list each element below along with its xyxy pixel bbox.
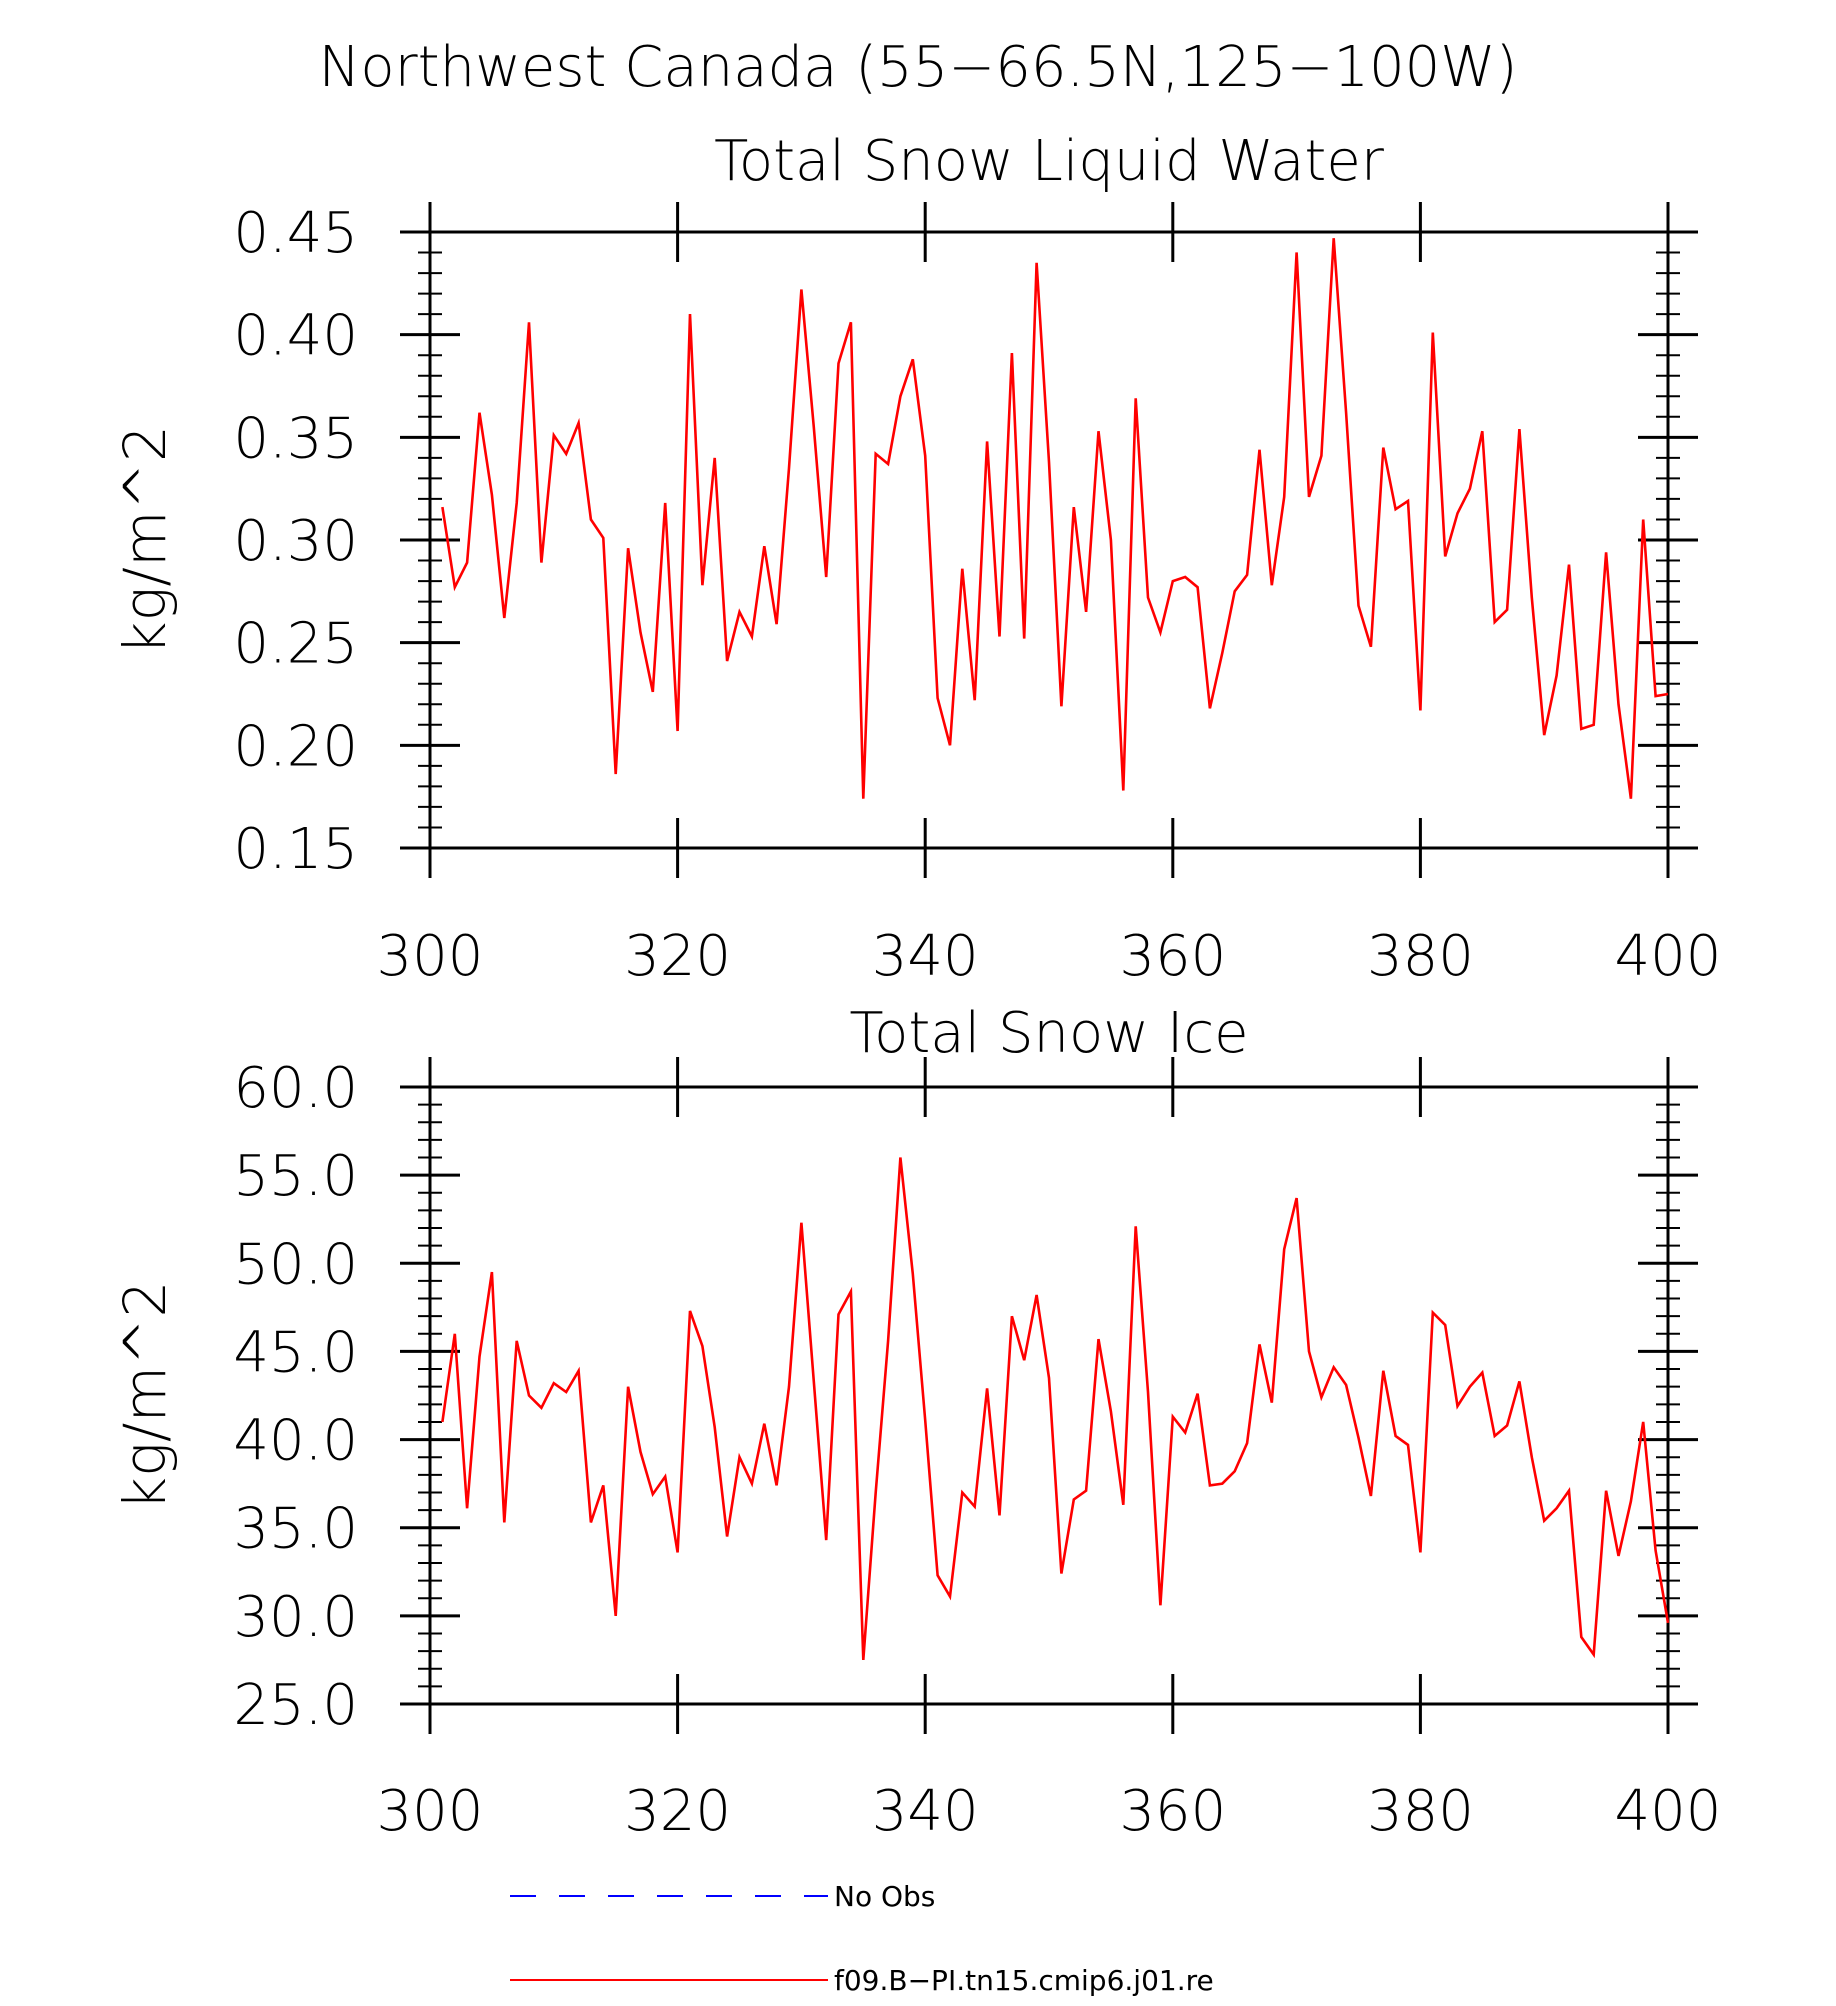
x-tick-label: 300 xyxy=(377,1779,484,1844)
legend-label-model: f09.B−PI.tn15.cmip6.j01.re xyxy=(834,1964,1214,1997)
legend-label-no-obs: No Obs xyxy=(834,1880,935,1913)
y-tick-label: 40.0 xyxy=(233,1409,358,1474)
x-tick-label: 380 xyxy=(1367,924,1474,989)
y-tick-label: 0.30 xyxy=(233,509,358,574)
page-title: Northwest Canada (55−66.5N,125−100W) xyxy=(318,35,1517,100)
series-line xyxy=(441,1157,1670,1660)
y-tick-label: 0.45 xyxy=(233,201,358,266)
y-tick-label: 0.35 xyxy=(233,406,358,471)
x-tick-label: 340 xyxy=(872,924,979,989)
y-axis-label: kg/m^2 xyxy=(111,425,179,655)
series-line xyxy=(441,238,1669,799)
x-tick-label: 360 xyxy=(1119,1779,1226,1844)
panel-snow-liquid-water: Total Snow Liquid Water kg/m^2 0.15 0.20 0.2… xyxy=(111,129,1721,989)
y-tick-label: 25.0 xyxy=(233,1673,358,1738)
legend: No Obs f09.B−PI.tn15.cmip6.j01.re xyxy=(510,1880,1214,1997)
y-tick-label: 0.25 xyxy=(233,612,358,677)
x-tick-label: 360 xyxy=(1119,924,1226,989)
y-tick-label: 60.0 xyxy=(233,1056,358,1121)
x-tick-label: 380 xyxy=(1367,1779,1474,1844)
y-tick-label: 35.0 xyxy=(233,1497,358,1562)
x-tick-label: 400 xyxy=(1615,924,1722,989)
panel-snow-ice: Total Snow Ice kg/m^2 25.0 30.0 35.0 40.0 45.0… xyxy=(111,1001,1721,1844)
x-tick-label: 400 xyxy=(1615,1779,1722,1844)
y-tick-label: 50.0 xyxy=(233,1232,358,1297)
y-tick-label: 0.40 xyxy=(233,304,358,369)
chart-title: Total Snow Liquid Water xyxy=(714,129,1384,194)
y-tick-label: 45.0 xyxy=(233,1320,358,1385)
y-tick-label: 0.20 xyxy=(233,714,358,779)
y-axis-label: kg/m^2 xyxy=(111,1281,179,1511)
x-tick-label: 320 xyxy=(624,1779,731,1844)
y-tick-label: 0.15 xyxy=(233,817,358,882)
x-tick-label: 300 xyxy=(377,924,484,989)
y-tick-label: 55.0 xyxy=(233,1144,358,1209)
plot-frame xyxy=(428,1085,1670,1706)
chart-title: Total Snow Ice xyxy=(849,1001,1248,1066)
x-tick-label: 320 xyxy=(624,924,731,989)
x-tick-label: 340 xyxy=(872,1779,979,1844)
y-tick-label: 30.0 xyxy=(233,1585,358,1650)
